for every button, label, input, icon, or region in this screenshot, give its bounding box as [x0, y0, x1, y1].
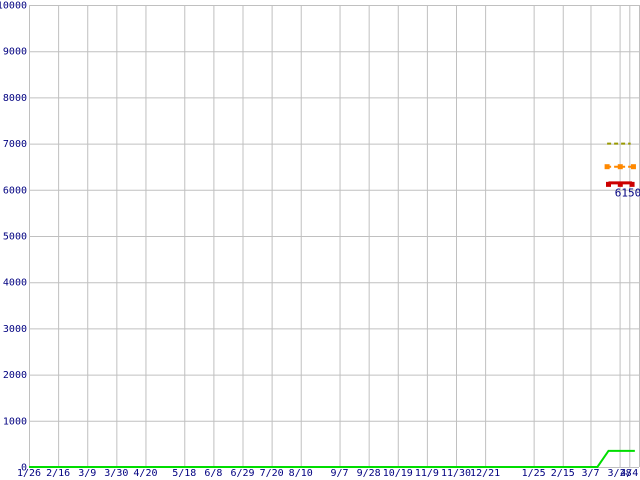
y-tick-label: 2000 [3, 370, 27, 381]
value-annotation: 6150 [615, 186, 640, 199]
y-tick-label: 1000 [3, 416, 27, 427]
x-tick-label: 5/18 [172, 468, 196, 479]
x-tick-label: 7/20 [260, 468, 284, 479]
x-tick-label: 3/9 [78, 468, 96, 479]
y-tick-label: 7000 [3, 139, 27, 150]
y-tick-label: 4000 [3, 278, 27, 289]
x-tick-label: 2/16 [46, 468, 70, 479]
y-tick-label: 6000 [3, 185, 27, 196]
y-tick-label: 9000 [3, 47, 27, 58]
gridlines [29, 5, 640, 468]
y-tick-label: 8000 [3, 93, 27, 104]
green-series [29, 449, 635, 468]
x-tick-label: 1/26 [17, 468, 41, 479]
y-tick-label: 10000 [0, 1, 27, 12]
x-tick-label: 4/20 [133, 468, 157, 479]
x-tick-label: 9/7 [331, 468, 349, 479]
x-tick-label: 11/30 [441, 468, 471, 479]
x-tick-label: 6/8 [204, 468, 222, 479]
x-tick-label: 8/10 [289, 468, 313, 479]
y-tick-label: 5000 [3, 232, 27, 243]
orange-series-marker [630, 164, 636, 170]
red-series-marker [629, 181, 635, 187]
orange-series-marker [617, 164, 623, 170]
x-tick-label: 3/7 [581, 468, 599, 479]
red-series [606, 181, 635, 187]
x-tick-label: 1/25 [522, 468, 546, 479]
x-tick-label: 3/30 [104, 468, 128, 479]
x-tick-label: 11/9 [415, 468, 439, 479]
x-tick-label: 4/4 [620, 468, 638, 479]
y-tick-label: 0 [21, 463, 27, 474]
x-tick-label: 3/28 [608, 468, 632, 479]
x-tick-label: 6/29 [230, 468, 254, 479]
x-tick-label: 2/15 [551, 468, 575, 479]
orange-series [604, 164, 636, 170]
y-tick-label: 3000 [3, 324, 27, 335]
x-axis-labels: 1/26 2/16 3/9 3/30 4/20 5/18 6/8 6/29 7/20 8/10 9/… [17, 468, 638, 479]
red-series-marker [606, 181, 611, 187]
green-series-line [29, 449, 635, 468]
x-tick-label: 9/28 [357, 468, 381, 479]
x-tick-label: 12/21 [470, 468, 500, 479]
x-tick-label: 10/19 [383, 468, 413, 479]
orange-series-marker [604, 164, 610, 170]
red-series-marker [617, 181, 623, 187]
y-axis-labels: 0 1000 2000 3000 4000 5000 6000 7000 8000 9000 100… [0, 1, 27, 474]
